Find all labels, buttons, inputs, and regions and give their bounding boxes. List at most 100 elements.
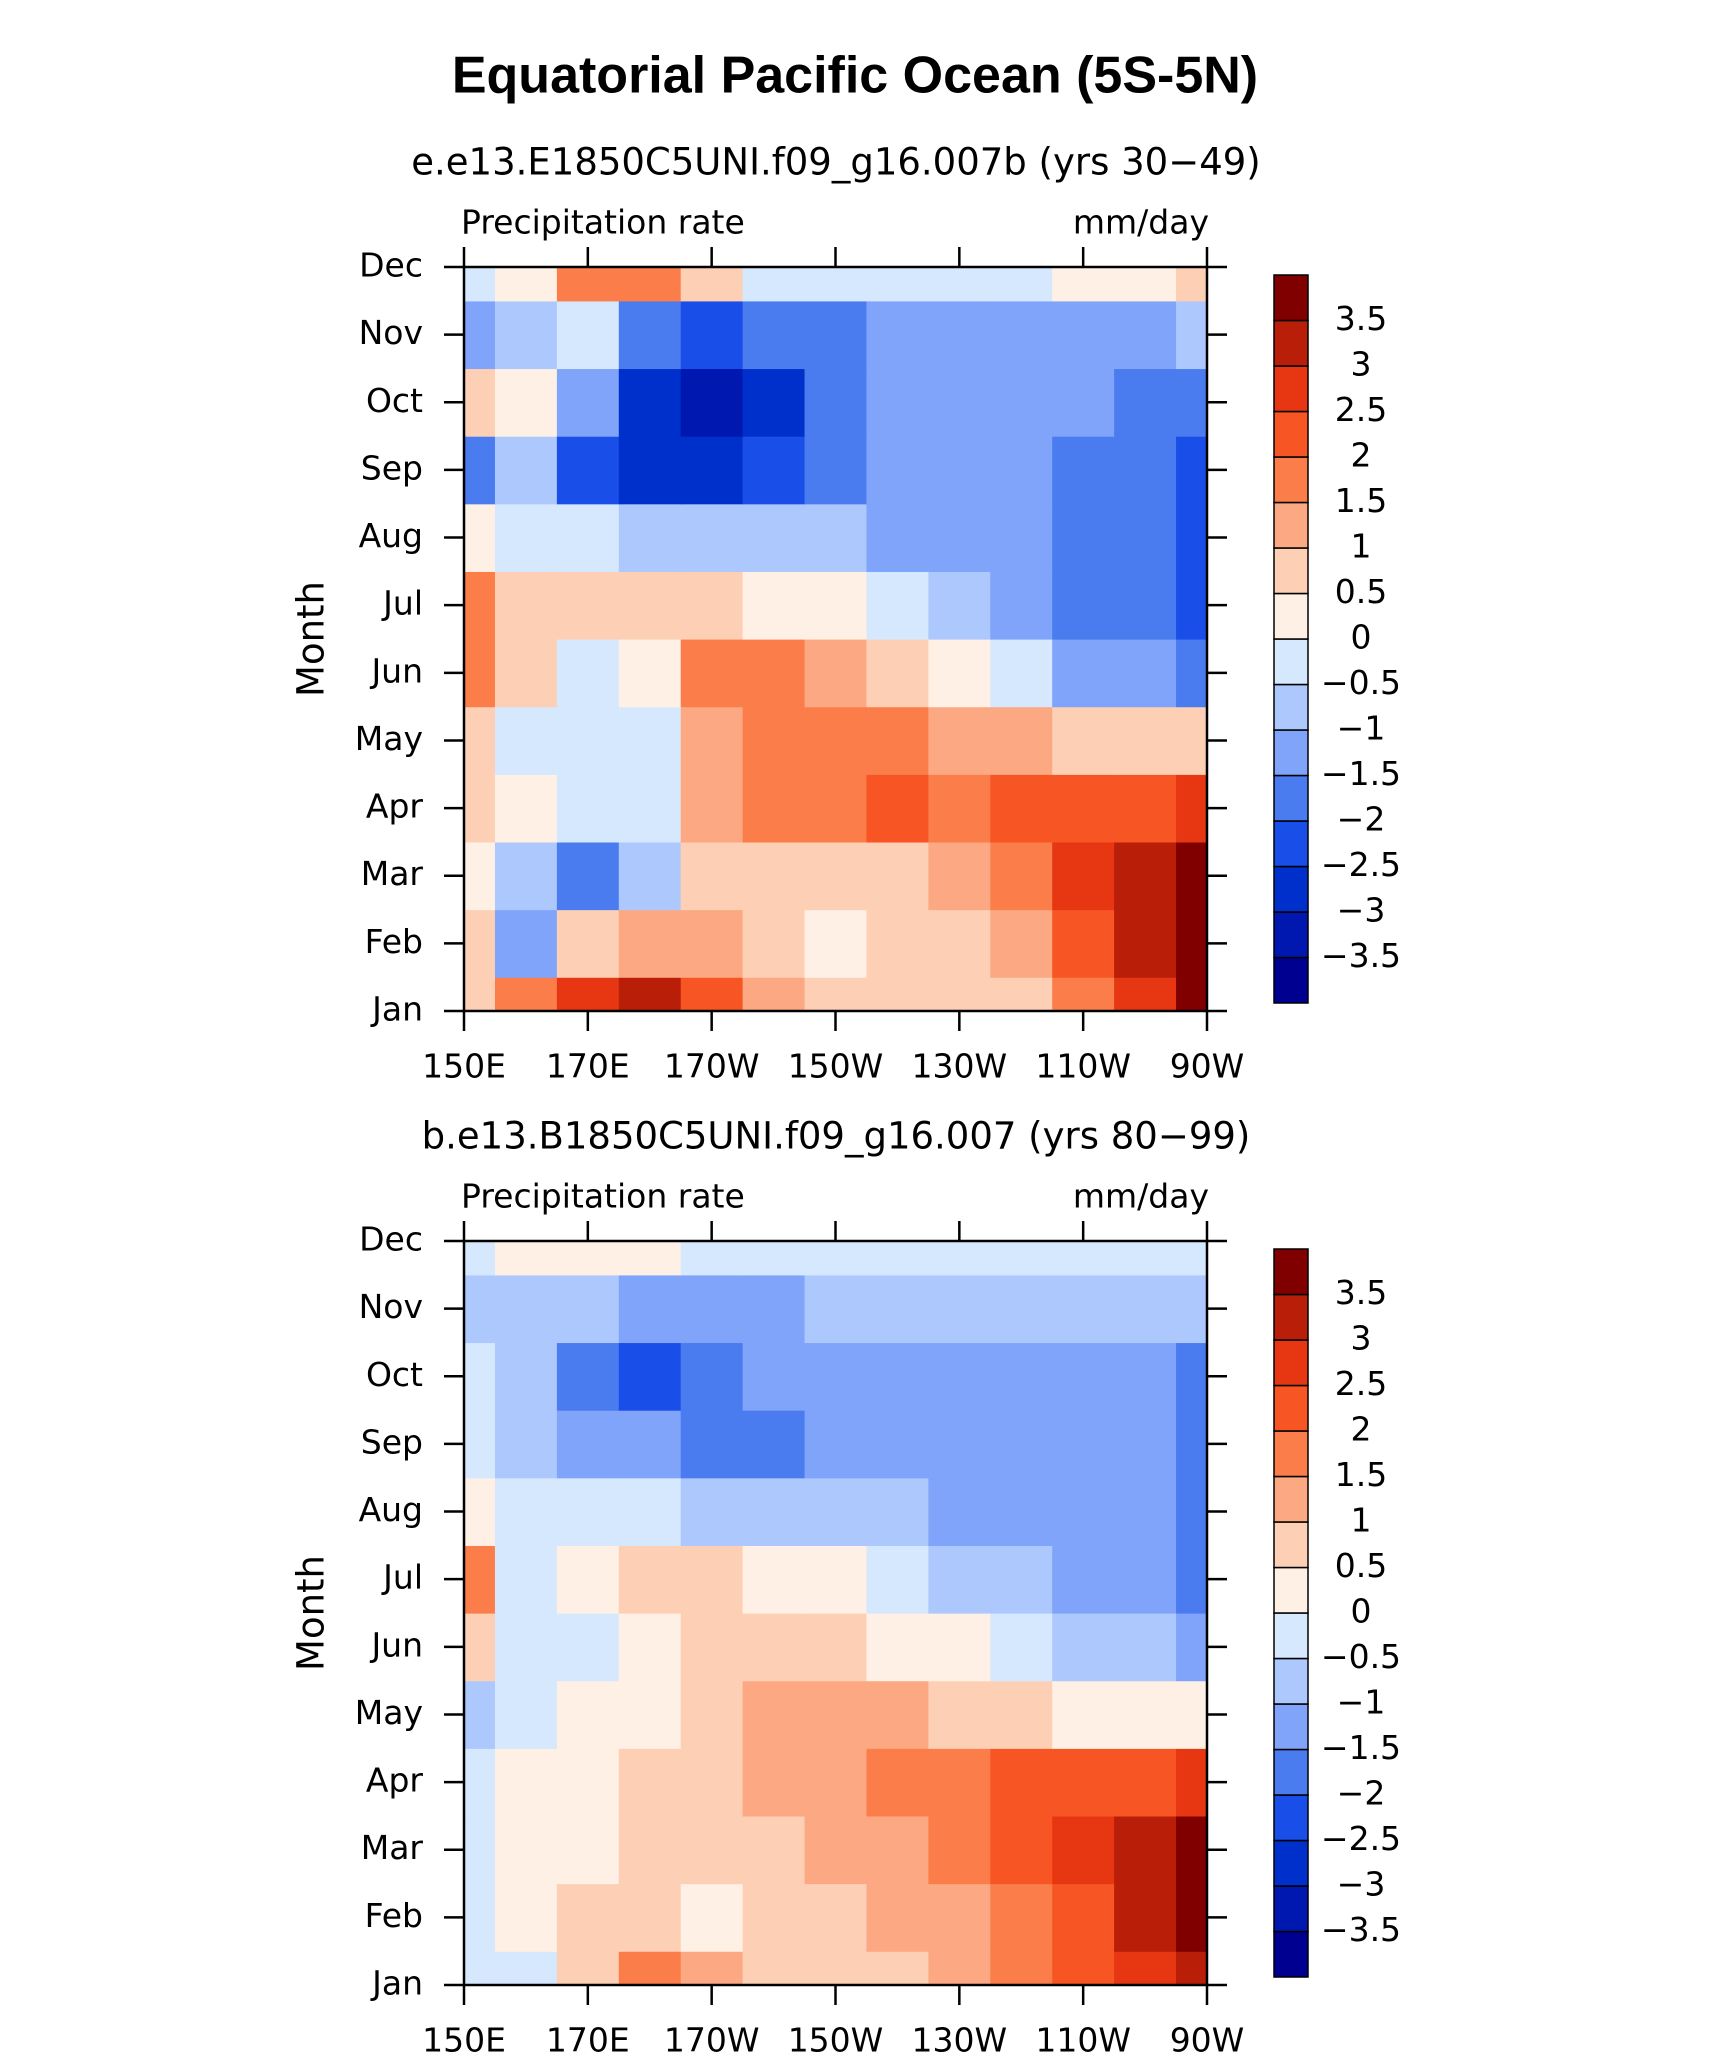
- contour-cell: [990, 267, 1053, 302]
- colorbar-label: −2: [1337, 800, 1386, 839]
- contour-cell: [680, 1748, 744, 1817]
- contour-cell: [804, 639, 868, 708]
- contour-cell: [464, 1241, 496, 1276]
- contour-cell: [680, 1410, 744, 1479]
- colorbar-box: [1273, 820, 1309, 868]
- contour-cell: [618, 1274, 682, 1344]
- contour-cell: [990, 1680, 1053, 1749]
- colorbar-label: 3.5: [1335, 1273, 1387, 1312]
- colorbar-label: 1: [1351, 527, 1372, 566]
- contour-cell: [556, 267, 620, 302]
- contour-cell: [866, 1883, 929, 1952]
- contour-cell: [464, 1951, 496, 1986]
- contour-cell: [494, 503, 558, 572]
- contour-cell: [866, 1951, 929, 1986]
- contour-cell: [990, 1241, 1053, 1276]
- colorbar-box: [1273, 1566, 1309, 1614]
- contour-cell: [804, 436, 868, 505]
- colorbar-label: 3: [1351, 1319, 1372, 1358]
- contour-cell: [464, 267, 496, 302]
- contour-cell: [556, 571, 620, 640]
- contour-cell: [494, 436, 558, 505]
- contour-cell: [464, 1815, 496, 1885]
- contour-cell: [1052, 841, 1115, 911]
- y-tick-label: Aug: [359, 1490, 423, 1529]
- contour-cell: [928, 368, 991, 437]
- contour-cell: [928, 1241, 991, 1276]
- contour-cell: [804, 1410, 868, 1479]
- contour-cell: [494, 1477, 558, 1546]
- contour-cell: [680, 841, 744, 911]
- y-tick-label: Aug: [359, 516, 423, 555]
- contour-cell: [804, 1883, 868, 1952]
- contour-cell: [464, 706, 496, 775]
- contour-cell: [928, 909, 991, 978]
- contour-cell: [556, 977, 620, 1012]
- contour-cell: [1176, 774, 1208, 843]
- contour-cell: [1114, 1342, 1177, 1411]
- right-label: mm/day: [1073, 203, 1209, 242]
- contour-cell: [1176, 1748, 1208, 1817]
- colorbar-box: [1273, 1885, 1309, 1933]
- contour-cell: [556, 1883, 620, 1952]
- contour-cell: [742, 774, 806, 843]
- x-tick-label: 150W: [788, 2021, 884, 2060]
- contour-cell: [618, 436, 682, 505]
- colorbar-label: −0.5: [1321, 663, 1401, 702]
- colorbar-box: [1273, 956, 1309, 1004]
- contour-cell: [928, 1613, 991, 1682]
- contour-cell: [618, 267, 682, 302]
- contour-cell: [556, 774, 620, 843]
- y-tick-label: Apr: [366, 787, 424, 826]
- contour-cell: [464, 368, 496, 437]
- contour-cell: [928, 977, 991, 1012]
- contour-cell: [742, 706, 806, 775]
- colorbar-box: [1273, 1930, 1309, 1978]
- contour-cell: [990, 1410, 1053, 1479]
- y-tick-label: Jan: [370, 990, 423, 1029]
- x-tick-label: 150E: [422, 1047, 506, 1086]
- contour-cell: [804, 1748, 868, 1817]
- contour-cell: [618, 1815, 682, 1885]
- contour-cell: [1114, 639, 1177, 708]
- contour-cell: [1114, 909, 1177, 978]
- contour-cell: [804, 1613, 868, 1682]
- contour-cell: [556, 841, 620, 911]
- colorbar-label: 3: [1351, 345, 1372, 384]
- contour-cell: [990, 1477, 1053, 1546]
- contour-cell: [990, 1613, 1053, 1682]
- colorbar-box: [1273, 1748, 1309, 1796]
- contour-cell: [618, 368, 682, 437]
- contour-cell: [866, 503, 929, 572]
- contour-cell: [494, 977, 558, 1012]
- contour-cell: [742, 300, 806, 370]
- contour-cell: [494, 1815, 558, 1885]
- contour-cell: [464, 774, 496, 843]
- contour-cell: [742, 1477, 806, 1546]
- y-tick-label: Sep: [361, 1422, 423, 1461]
- colorbar-box: [1273, 638, 1309, 686]
- contour-cell: [990, 436, 1053, 505]
- contour-cell: [928, 1477, 991, 1546]
- contour-cell: [742, 1748, 806, 1817]
- contour-cell: [680, 1342, 744, 1411]
- contour-cell: [680, 267, 744, 302]
- contour-cell: [494, 1241, 558, 1276]
- y-axis-label: Month: [290, 581, 333, 697]
- contour-cell: [1052, 1815, 1115, 1885]
- right-label: mm/day: [1073, 1177, 1209, 1216]
- contour-cell: [618, 1951, 682, 1986]
- contour-cell: [680, 909, 744, 978]
- colorbar-box: [1273, 319, 1309, 367]
- contour-cell: [928, 1883, 991, 1952]
- y-tick-label: Nov: [359, 1287, 423, 1326]
- contour-cell: [494, 571, 558, 640]
- x-tick-label: 130W: [912, 2021, 1008, 2060]
- contour-cell: [618, 1748, 682, 1817]
- contour-cell: [990, 774, 1053, 843]
- colorbar-box: [1273, 911, 1309, 959]
- contour-cell: [1114, 300, 1177, 370]
- y-axis-label: Month: [290, 1555, 333, 1671]
- colorbar-label: −1: [1337, 709, 1386, 748]
- y-tick-label: Feb: [365, 1896, 423, 1935]
